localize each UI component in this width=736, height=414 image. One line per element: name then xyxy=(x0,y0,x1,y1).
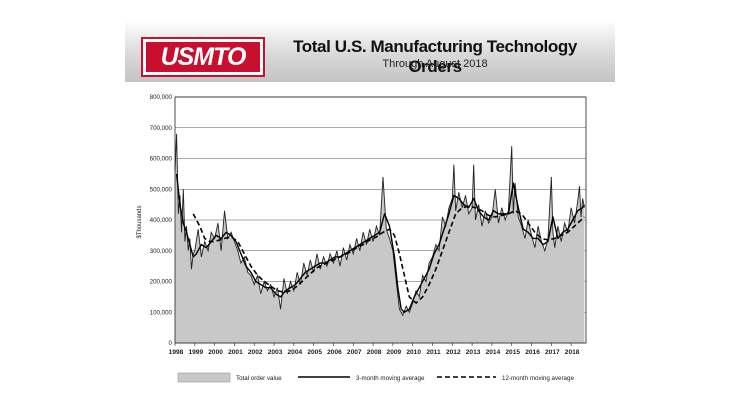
y-tick-label: 800,000 xyxy=(150,94,173,101)
x-tick-label: 2018 xyxy=(565,349,580,356)
x-tick-label: 2017 xyxy=(545,349,560,356)
y-tick-label: 300,000 xyxy=(150,248,173,255)
y-tick-labels: 0 100,000 200,000 300,000 400,000 500,000 600,… xyxy=(150,94,173,347)
series-3-month-average xyxy=(175,173,586,313)
x-tick-label: 2009 xyxy=(387,349,402,356)
y-tick-label: 0 xyxy=(169,340,173,347)
legend: Total order value 3-month moving average 1… xyxy=(177,372,574,383)
x-tick-label: 2010 xyxy=(406,349,421,356)
x-tick-label: 2005 xyxy=(307,349,322,356)
series-12-month-average xyxy=(192,205,585,304)
usmto-logo-badge: USMTO xyxy=(146,42,260,72)
x-tick-label: 2007 xyxy=(347,349,362,356)
x-tick-label: 2014 xyxy=(486,349,501,356)
chart-subtitle: Through August 2018 xyxy=(382,58,488,70)
x-tick-label: 2013 xyxy=(466,349,481,356)
y-tick-label: 600,000 xyxy=(150,156,173,163)
plot-frame xyxy=(174,96,587,344)
x-tick-label: 2002 xyxy=(248,349,263,356)
y-tick-label: 200,000 xyxy=(150,279,173,286)
usmto-logo: USMTO xyxy=(141,37,265,77)
legend-label-12month: 12-month moving average xyxy=(502,375,574,382)
y-tick-label: 400,000 xyxy=(150,217,173,224)
y-tick-label: 700,000 xyxy=(150,125,173,132)
x-tick-label: 2016 xyxy=(525,349,540,356)
x-tick-label: 2015 xyxy=(505,349,520,356)
y-tick-label: 500,000 xyxy=(150,186,173,193)
y-tick-label: 100,000 xyxy=(150,309,173,316)
legend-label-3month: 3-month moving average xyxy=(356,375,425,382)
moving-average-lines xyxy=(175,173,586,313)
x-tick-label: 2003 xyxy=(268,349,283,356)
x-tick-label: 2001 xyxy=(228,349,243,356)
x-tick-label: 1998 xyxy=(169,349,184,356)
x-tick-labels: 1998 1999 2000 2001 2002 2003 2004 2005 2006 2007… xyxy=(169,343,580,356)
x-tick-label: 2006 xyxy=(327,349,342,356)
x-tick-label: 2004 xyxy=(288,349,303,356)
x-tick-label: 1999 xyxy=(188,349,203,356)
x-tick-label: 2012 xyxy=(446,349,461,356)
plot-border xyxy=(174,96,587,344)
x-tick-label: 2011 xyxy=(426,349,441,356)
legend-swatch-area xyxy=(177,372,231,383)
total-order-value-area xyxy=(175,133,585,343)
x-tick-label: 2008 xyxy=(367,349,382,356)
x-tick-label: 2000 xyxy=(208,349,223,356)
usmto-logo-text: USMTO xyxy=(160,42,247,71)
total-order-area xyxy=(174,133,585,343)
y-axis-label: $Thousands xyxy=(137,205,143,238)
legend-label-total: Total order value xyxy=(236,375,282,382)
chart-header: USMTO Total U.S. Manufacturing Technolog… xyxy=(125,20,615,82)
chart-title: Total U.S. Manufacturing Technology Orde… xyxy=(293,37,577,76)
